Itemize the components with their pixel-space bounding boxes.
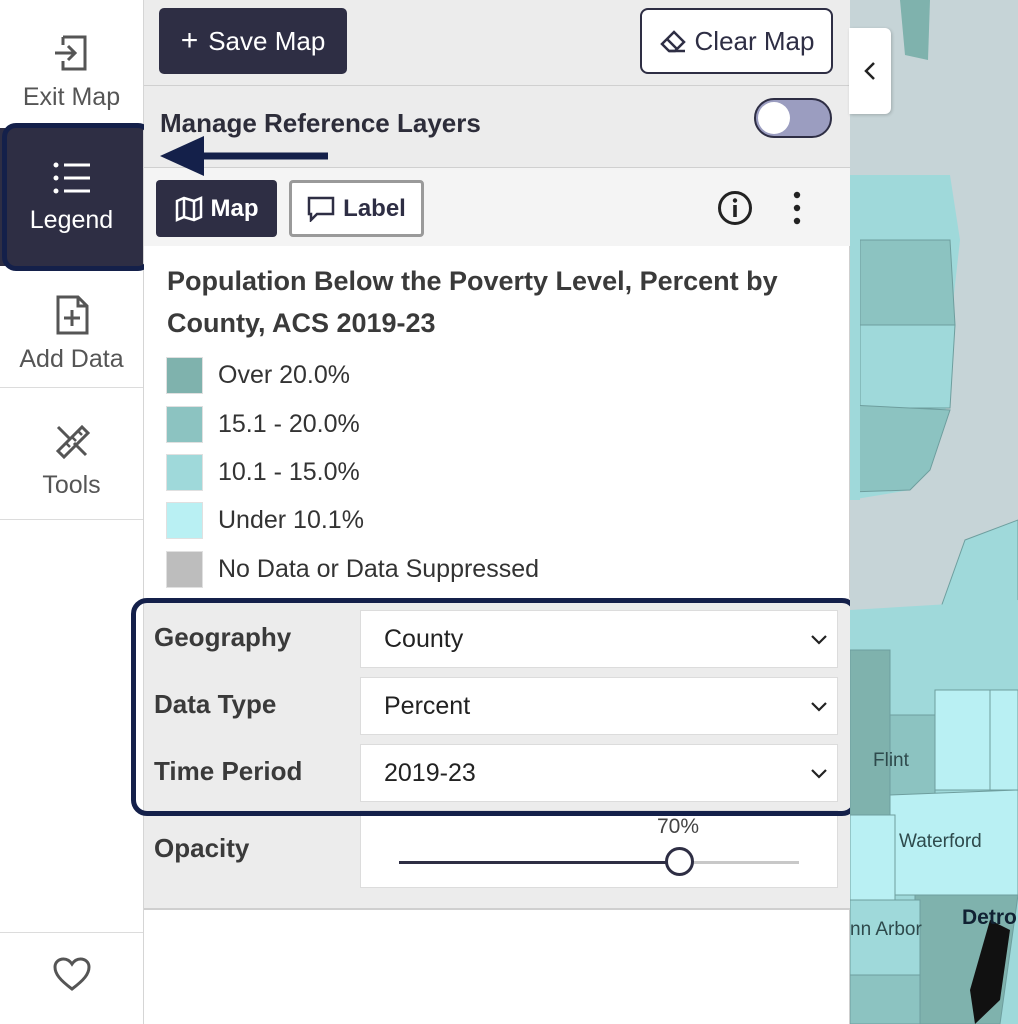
comment-icon bbox=[307, 196, 335, 222]
panel-toolbar: + Save Map Clear Map bbox=[144, 0, 850, 86]
data-type-label: Data Type bbox=[154, 689, 277, 719]
opacity-value: 70% bbox=[657, 815, 700, 838]
eraser-icon bbox=[659, 30, 686, 53]
geography-value: County bbox=[384, 624, 464, 653]
add-data-button[interactable]: Add Data bbox=[0, 282, 143, 388]
map-label-city: Flint bbox=[873, 750, 909, 771]
exit-map-label: Exit Map bbox=[22, 82, 121, 111]
opacity-slider-fill bbox=[399, 861, 679, 864]
reference-layers-title: Manage Reference Layers bbox=[160, 108, 481, 138]
legend-panel: + Save Map Clear Map Manage Reference La… bbox=[144, 0, 850, 1024]
geography-select[interactable]: County bbox=[360, 610, 838, 668]
reference-layers-toggle[interactable] bbox=[754, 98, 832, 138]
opacity-control: 70% bbox=[360, 810, 838, 888]
geography-label: Geography bbox=[154, 622, 292, 652]
chevron-down-icon bbox=[811, 769, 827, 779]
legend-swatch bbox=[166, 356, 203, 394]
filter-section: Geography County Data Type Percent Time … bbox=[144, 598, 850, 910]
legend-item-label: Under 10.1% bbox=[218, 505, 364, 534]
time-period-value: 2019-23 bbox=[384, 758, 476, 787]
list-icon bbox=[53, 162, 90, 193]
tools-button[interactable]: Tools bbox=[0, 402, 143, 520]
map-label-city: nn Arbor bbox=[850, 919, 922, 940]
legend-button[interactable]: Legend bbox=[0, 128, 143, 266]
plus-icon: + bbox=[180, 24, 199, 57]
opacity-slider-track[interactable] bbox=[399, 861, 799, 864]
legend-item: No Data or Data Suppressed bbox=[166, 549, 539, 589]
legend-swatch bbox=[166, 501, 203, 539]
chevron-down-icon bbox=[811, 635, 827, 645]
data-type-select[interactable]: Percent bbox=[360, 677, 838, 735]
heart-icon bbox=[52, 956, 91, 991]
legend-item: Over 20.0% bbox=[166, 355, 350, 395]
tools-label: Tools bbox=[42, 471, 101, 499]
time-period-select[interactable]: 2019-23 bbox=[360, 744, 838, 802]
legend-swatch bbox=[166, 453, 203, 491]
opacity-slider-handle[interactable] bbox=[664, 847, 694, 876]
view-tabs: Map Label bbox=[144, 168, 850, 246]
legend-item-label: 15.1 - 20.0% bbox=[218, 409, 360, 438]
info-icon[interactable] bbox=[717, 190, 753, 226]
more-options-icon[interactable] bbox=[787, 190, 807, 226]
chevron-down-icon bbox=[811, 702, 827, 712]
tab-map-label: Map bbox=[210, 194, 259, 222]
left-rail: Exit Map Legend Add Data Tools bbox=[0, 0, 144, 1024]
toggle-knob bbox=[758, 102, 790, 134]
collapse-panel-button[interactable] bbox=[849, 28, 891, 114]
legend-item-label: No Data or Data Suppressed bbox=[218, 554, 540, 583]
choropleth-map bbox=[850, 0, 1018, 1024]
legend-label: Legend bbox=[29, 205, 114, 234]
legend-item: 10.1 - 15.0% bbox=[166, 452, 360, 492]
exit-map-button[interactable]: Exit Map bbox=[0, 18, 143, 126]
map-icon bbox=[175, 195, 202, 222]
add-data-label: Add Data bbox=[19, 345, 124, 373]
data-type-value: Percent bbox=[384, 691, 471, 720]
legend-item: 15.1 - 20.0% bbox=[166, 404, 360, 444]
clear-map-label: Clear Map bbox=[694, 25, 815, 56]
legend-title: Population Below the Poverty Level, Perc… bbox=[167, 266, 778, 338]
favorite-button[interactable] bbox=[0, 932, 143, 1024]
tab-map[interactable]: Map bbox=[156, 180, 277, 237]
legend-item-label: 10.1 - 15.0% bbox=[218, 457, 360, 486]
legend-swatch bbox=[166, 405, 203, 443]
legend-item-label: Over 20.0% bbox=[218, 360, 351, 389]
arrow-left-icon bbox=[160, 136, 328, 176]
time-period-label: Time Period bbox=[154, 756, 303, 786]
chevron-left-icon bbox=[864, 62, 875, 80]
save-map-label: Save Map bbox=[208, 25, 326, 56]
save-map-button[interactable]: + Save Map bbox=[159, 8, 347, 74]
opacity-label: Opacity bbox=[154, 833, 250, 863]
map-label-city: Waterford bbox=[899, 831, 982, 852]
legend-swatch bbox=[166, 550, 203, 588]
tab-label-label: Label bbox=[343, 194, 406, 222]
map-label-city: Detro bbox=[962, 906, 1017, 929]
add-file-icon bbox=[56, 295, 88, 335]
map-view[interactable]: Flint Waterford nn Arbor Detro bbox=[850, 0, 1018, 1024]
tools-icon bbox=[55, 424, 90, 460]
clear-map-button[interactable]: Clear Map bbox=[640, 8, 833, 74]
tab-label[interactable]: Label bbox=[289, 180, 424, 237]
legend-item: Under 10.1% bbox=[166, 500, 364, 540]
exit-icon bbox=[54, 35, 86, 70]
